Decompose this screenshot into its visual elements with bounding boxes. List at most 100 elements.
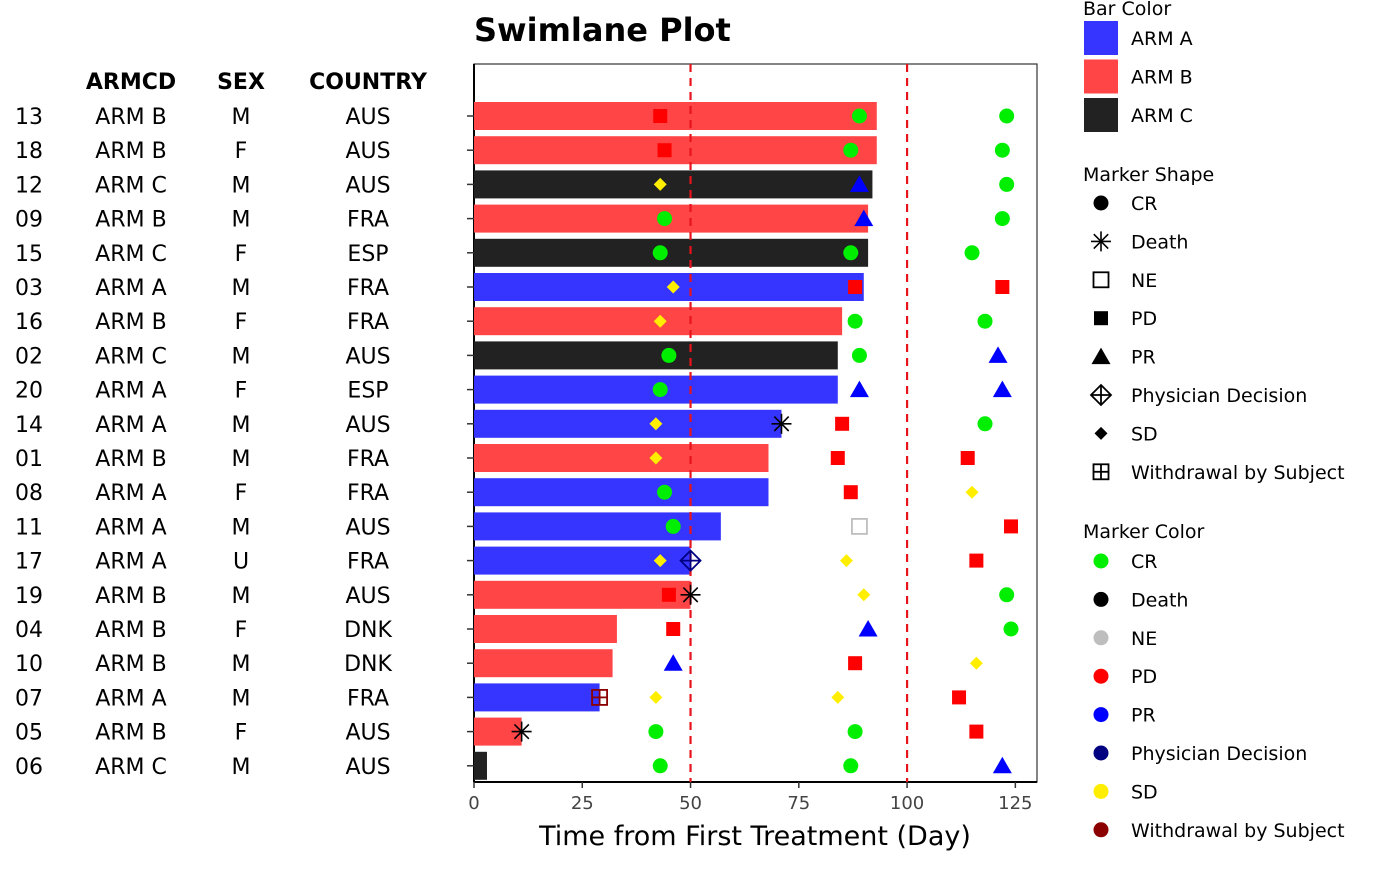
- subject-id-label: 16: [15, 310, 43, 335]
- subject-id-label: 13: [15, 105, 43, 130]
- response-marker: [666, 622, 681, 636]
- armcd-cell: ARM B: [95, 652, 166, 677]
- legend-swatch: [1084, 98, 1118, 132]
- response-marker: [964, 245, 980, 261]
- legend-label: NE: [1131, 270, 1157, 292]
- response-marker: [977, 416, 993, 432]
- subject-id-label: 08: [15, 481, 43, 506]
- armcd-cell: ARM B: [95, 105, 166, 130]
- response-marker: [657, 211, 673, 227]
- sex-cell: M: [232, 584, 251, 609]
- country-cell: DNK: [344, 618, 392, 643]
- sex-cell: M: [232, 515, 251, 540]
- legend-key: [1091, 347, 1111, 365]
- column-header-sex: SEX: [217, 70, 265, 95]
- response-marker: [653, 109, 668, 123]
- duration-bar: [474, 136, 877, 165]
- duration-bar: [474, 683, 600, 712]
- sex-cell: F: [235, 721, 248, 746]
- country-cell: ESP: [347, 379, 388, 404]
- subject-id-label: 07: [15, 686, 43, 711]
- x-tick-label: 0: [468, 793, 479, 814]
- response-marker: [666, 280, 680, 294]
- response-marker: [661, 347, 677, 363]
- armcd-cell: ARM A: [95, 515, 166, 540]
- response-marker: [999, 176, 1015, 192]
- legend-label: Withdrawal by Subject: [1131, 820, 1345, 842]
- response-marker: [847, 313, 863, 329]
- subject-id-label: 17: [15, 550, 43, 575]
- sex-cell: F: [235, 310, 248, 335]
- legend-label: Physician Decision: [1131, 385, 1307, 407]
- armcd-cell: ARM C: [95, 173, 167, 198]
- country-cell: FRA: [347, 276, 389, 301]
- bar-series: [474, 102, 877, 780]
- response-marker: [999, 587, 1015, 603]
- legend-swatch: [1084, 59, 1118, 94]
- response-marker: [663, 654, 683, 671]
- legend-label: Death: [1131, 231, 1188, 253]
- legend-title-marker-color: Marker Color: [1083, 521, 1205, 543]
- legend-key: [1093, 783, 1109, 799]
- response-marker: [591, 689, 608, 706]
- x-tick-label: 75: [787, 793, 810, 814]
- duration-bar: [474, 580, 691, 609]
- armcd-cell: ARM B: [95, 618, 166, 643]
- response-marker: [851, 347, 867, 363]
- x-axis: 0 25 50 75 100 125: [468, 782, 1033, 814]
- legend-label: PR: [1131, 347, 1156, 369]
- response-marker: [858, 620, 878, 637]
- legend-label: PR: [1131, 705, 1156, 727]
- subject-id-label: 10: [15, 652, 43, 677]
- legend-key: [1094, 311, 1108, 326]
- duration-bar: [474, 238, 869, 267]
- duration-bar: [474, 751, 487, 780]
- armcd-cell: ARM A: [95, 550, 166, 575]
- country-cell: AUS: [345, 344, 390, 369]
- response-marker: [848, 656, 863, 671]
- sex-cell: M: [232, 173, 251, 198]
- subject-id-label: 05: [15, 721, 43, 746]
- response-marker: [661, 587, 676, 602]
- x-tick-label: 25: [571, 793, 594, 814]
- country-cell: AUS: [345, 413, 390, 438]
- response-marker: [843, 245, 859, 261]
- response-marker: [994, 211, 1010, 227]
- response-marker: [652, 382, 668, 398]
- armcd-cell: ARM A: [95, 276, 166, 301]
- response-marker: [843, 485, 858, 500]
- response-marker: [653, 554, 667, 568]
- duration-bar: [474, 444, 769, 472]
- legend-label: NE: [1131, 628, 1157, 650]
- response-marker: [988, 346, 1008, 363]
- sex-cell: F: [235, 379, 248, 404]
- sex-cell: M: [232, 652, 251, 677]
- duration-bar: [474, 478, 769, 507]
- response-marker: [652, 245, 668, 261]
- country-cell: AUS: [345, 105, 390, 130]
- x-tick-label: 50: [679, 793, 702, 814]
- response-marker: [848, 280, 863, 294]
- response-marker: [960, 451, 975, 465]
- response-marker: [652, 758, 668, 774]
- subject-id-label: 03: [15, 276, 43, 301]
- response-marker: [830, 451, 845, 465]
- sex-cell: M: [232, 344, 251, 369]
- legend-key: [1092, 271, 1110, 289]
- legend-label: CR: [1131, 551, 1157, 573]
- armcd-cell: ARM A: [95, 379, 166, 404]
- legend-label: Physician Decision: [1131, 743, 1307, 765]
- sex-cell: F: [235, 242, 248, 267]
- armcd-cell: ARM A: [95, 686, 166, 711]
- legend-label: Withdrawal by Subject: [1131, 462, 1345, 484]
- response-marker: [849, 175, 869, 192]
- armcd-cell: ARM B: [95, 208, 166, 233]
- country-cell: FRA: [347, 447, 389, 472]
- legend-title-bar-color: Bar Color: [1083, 0, 1171, 20]
- response-marker: [969, 553, 984, 568]
- legend-key: [1091, 231, 1111, 252]
- legend-title-marker-shape: Marker Shape: [1083, 164, 1214, 186]
- response-marker: [999, 108, 1015, 124]
